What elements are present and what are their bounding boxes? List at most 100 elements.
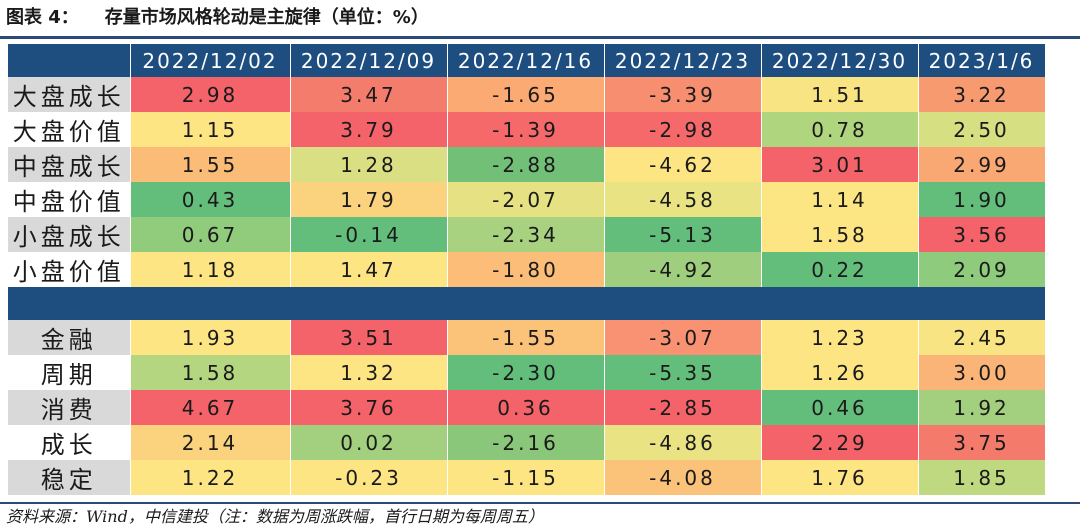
value-cell: -2.85 [604,390,762,425]
table-row: 大盘成长 2.98 3.47 -1.65 -3.39 1.51 3.22 [8,77,1046,112]
table-row: 中盘价值 0.43 1.79 -2.07 -4.58 1.14 1.90 [8,182,1046,217]
value-cell: 0.43 [130,182,291,217]
value-cell: -4.62 [604,147,762,182]
value-cell: 0.78 [761,112,919,147]
value-cell: 2.50 [918,112,1046,147]
value-cell: -2.16 [447,425,605,460]
value-cell: 1.58 [761,217,919,252]
value-cell: 3.56 [918,217,1046,252]
value-cell: 3.01 [761,147,919,182]
row-label: 小盘价值 [8,252,131,287]
value-cell: 2.14 [130,425,291,460]
row-label: 稳定 [8,460,131,495]
table-row: 周期 1.58 1.32 -2.30 -5.35 1.26 3.00 [8,355,1046,390]
table-row: 消费 4.67 3.76 0.36 -2.85 0.46 1.92 [8,390,1046,425]
row-label: 成长 [8,425,131,460]
value-cell: 3.76 [290,390,448,425]
section-separator-row [8,287,1046,320]
value-cell: 1.18 [130,252,291,287]
value-cell: 0.36 [447,390,605,425]
value-cell: 2.45 [918,320,1046,355]
value-cell: 0.46 [761,390,919,425]
column-header: 2022/12/02 [130,44,291,77]
value-cell: 1.47 [290,252,448,287]
value-cell: 1.14 [761,182,919,217]
value-cell: 3.51 [290,320,448,355]
value-cell: -0.23 [290,460,448,495]
value-cell: 0.67 [130,217,291,252]
value-cell: -4.86 [604,425,762,460]
value-cell: 1.55 [130,147,291,182]
table-row: 成长 2.14 0.02 -2.16 -4.86 2.29 3.75 [8,425,1046,460]
column-header: 2023/1/6 [918,44,1046,77]
value-cell: -4.58 [604,182,762,217]
row-label: 中盘成长 [8,147,131,182]
row-label: 金融 [8,320,131,355]
value-cell: 2.98 [130,77,291,112]
value-cell: 1.51 [761,77,919,112]
value-cell: -2.07 [447,182,605,217]
column-header: 2022/12/30 [761,44,919,77]
value-cell: -4.92 [604,252,762,287]
value-cell: 2.99 [918,147,1046,182]
value-cell: -2.34 [447,217,605,252]
value-cell: -1.80 [447,252,605,287]
value-cell: 0.22 [761,252,919,287]
value-cell: 1.22 [130,460,291,495]
value-cell: 3.75 [918,425,1046,460]
table-row: 大盘价值 1.15 3.79 -1.39 -2.98 0.78 2.50 [8,112,1046,147]
value-cell: 1.93 [130,320,291,355]
row-label: 中盘价值 [8,182,131,217]
value-cell: -2.88 [447,147,605,182]
column-header: 2022/12/16 [447,44,605,77]
value-cell: 1.90 [918,182,1046,217]
value-cell: 1.23 [761,320,919,355]
value-cell: -1.39 [447,112,605,147]
figure-title: 图表 4： 存量市场风格轮动是主旋律（单位：%） [6,2,429,34]
value-cell: -5.13 [604,217,762,252]
table-row: 稳定 1.22 -0.23 -1.15 -4.08 1.76 1.85 [8,460,1046,495]
value-cell: -2.98 [604,112,762,147]
value-cell: 1.58 [130,355,291,390]
value-cell: 1.92 [918,390,1046,425]
column-header: 2022/12/23 [604,44,762,77]
row-label: 小盘成长 [8,217,131,252]
value-cell: 1.28 [290,147,448,182]
row-label: 消费 [8,390,131,425]
value-cell: -1.55 [447,320,605,355]
value-cell: 1.76 [761,460,919,495]
top-rule [0,36,1080,39]
value-cell: -2.30 [447,355,605,390]
value-cell: 2.09 [918,252,1046,287]
figure-caption: 存量市场风格轮动是主旋律（单位：%） [104,7,429,28]
table-row: 中盘成长 1.55 1.28 -2.88 -4.62 3.01 2.99 [8,147,1046,182]
row-label: 大盘成长 [8,77,131,112]
bottom-rule [0,502,1080,504]
value-cell: 1.26 [761,355,919,390]
heatmap-table-container: 2022/12/02 2022/12/09 2022/12/16 2022/12… [8,44,1046,495]
value-cell: -4.08 [604,460,762,495]
value-cell: 1.15 [130,112,291,147]
value-cell: -1.65 [447,77,605,112]
value-cell: 3.79 [290,112,448,147]
column-header: 2022/12/09 [290,44,448,77]
row-label: 周期 [8,355,131,390]
value-cell: 3.00 [918,355,1046,390]
figure-label: 图表 4： [6,7,79,28]
style-rotation-table: 2022/12/02 2022/12/09 2022/12/16 2022/12… [8,44,1046,495]
value-cell: 0.02 [290,425,448,460]
value-cell: -3.07 [604,320,762,355]
value-cell: 1.79 [290,182,448,217]
corner-cell [8,44,131,77]
value-cell: 3.22 [918,77,1046,112]
table-row: 金融 1.93 3.51 -1.55 -3.07 1.23 2.45 [8,320,1046,355]
value-cell: 1.85 [918,460,1046,495]
value-cell: 2.29 [761,425,919,460]
table-row: 小盘成长 0.67 -0.14 -2.34 -5.13 1.58 3.56 [8,217,1046,252]
value-cell: -5.35 [604,355,762,390]
value-cell: -3.39 [604,77,762,112]
value-cell: 1.32 [290,355,448,390]
value-cell: 4.67 [130,390,291,425]
table-row: 小盘价值 1.18 1.47 -1.80 -4.92 0.22 2.09 [8,252,1046,287]
value-cell: -1.15 [447,460,605,495]
